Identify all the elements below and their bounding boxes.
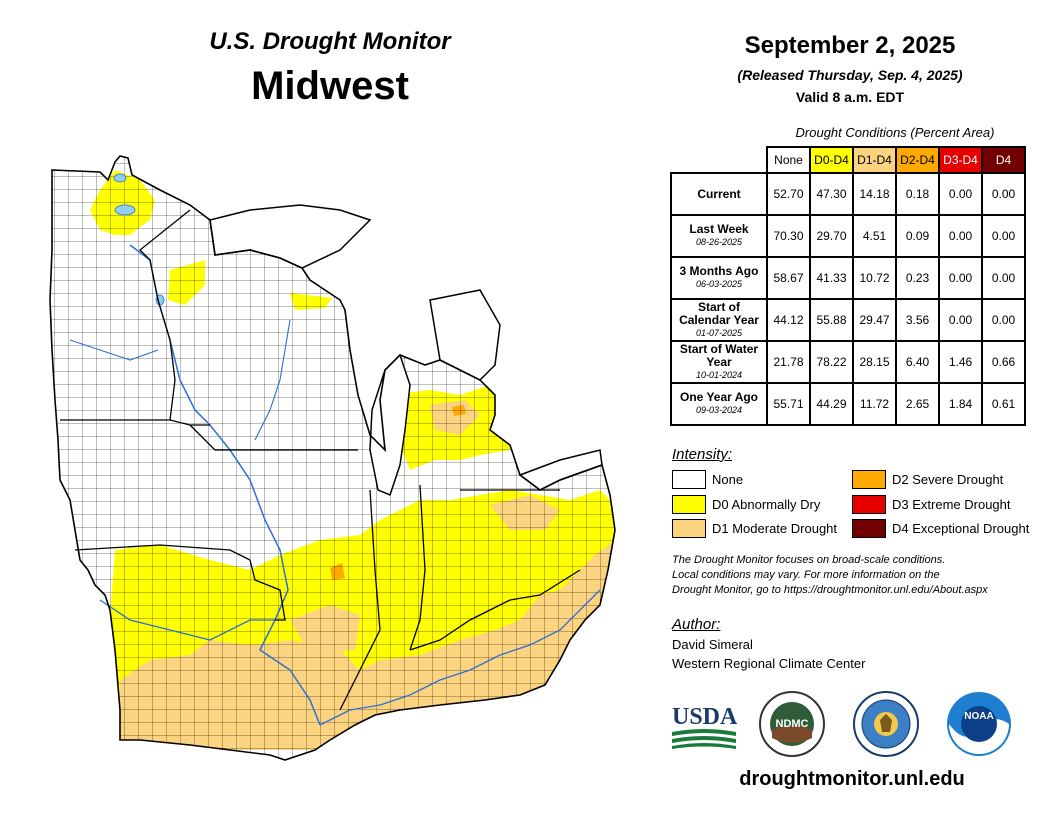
row-label-one-year-ago: One Year Ago 09-03-2024 (670, 382, 768, 426)
lake-red (114, 204, 136, 216)
table-row: One Year Ago 09-03-2024 55.71 44.29 11.72… (670, 382, 1026, 426)
ndmc-logo: NDMC (758, 690, 826, 758)
legend-item-d0: D0 Abnormally Dry (672, 495, 820, 514)
table-cell: 0.00 (938, 298, 983, 342)
table-cell: 2.65 (895, 382, 940, 426)
table-cell: 4.51 (852, 214, 897, 258)
legend-swatch (852, 470, 886, 489)
svg-text:USDA: USDA (672, 704, 738, 730)
missouri-river (99, 599, 275, 641)
row-label-current: Current (670, 172, 768, 216)
table-cell: 21.78 (766, 340, 811, 384)
legend-swatch (852, 495, 886, 514)
row-label-last-week: Last Week 08-26-2025 (670, 214, 768, 258)
table-cell: 10.72 (852, 256, 897, 300)
doc-seal-logo (852, 690, 920, 758)
table-cell: 0.61 (981, 382, 1026, 426)
legend-item-d1: D1 Moderate Drought (672, 519, 837, 538)
table-cell: 44.12 (766, 298, 811, 342)
table-row: Start of Water Year 10-01-2024 21.78 78.2… (670, 340, 1026, 384)
table-cell: 1.46 (938, 340, 983, 384)
noaa-logo: NOAA (945, 690, 1013, 758)
product-title: U.S. Drought Monitor (209, 28, 451, 55)
minnesota-river (69, 339, 159, 361)
author-name: David Simeral (672, 637, 753, 652)
legend-swatch (672, 519, 706, 538)
table-cell: 29.47 (852, 298, 897, 342)
table-cell: 0.00 (938, 256, 983, 300)
table-cell: 3.56 (895, 298, 940, 342)
table-cell: 78.22 (809, 340, 854, 384)
drought-conditions-table: None D0-D4 D1-D4 D2-D4 D3-D4 D4 Current … (670, 146, 1026, 426)
table-cell: 0.00 (938, 214, 983, 258)
table-row: Current 52.70 47.30 14.18 0.18 0.00 0.00 (670, 172, 1026, 216)
table-cell: 1.84 (938, 382, 983, 426)
state-borders (60, 209, 581, 711)
table-cell: 41.33 (809, 256, 854, 300)
table-cell: 11.72 (852, 382, 897, 426)
table-row: Last Week 08-26-2025 70.30 29.70 4.51 0.0… (670, 214, 1026, 258)
ohio-river (319, 589, 601, 726)
table-row: 3 Months Ago 06-03-2025 58.67 41.33 10.72… (670, 256, 1026, 300)
region-title: Midwest (251, 64, 409, 108)
table-cell: 47.30 (809, 172, 854, 216)
table-cell: 0.00 (981, 298, 1026, 342)
table-cell: 0.18 (895, 172, 940, 216)
legend-item-d2: D2 Severe Drought (852, 470, 1003, 489)
legend-swatch (852, 519, 886, 538)
website-url: droughtmonitor.unl.edu (739, 768, 965, 790)
svg-text:NDMC: NDMC (776, 718, 809, 730)
legend-item-d4: D4 Exceptional Drought (852, 519, 1029, 538)
col-header-d0-d4: D0-D4 (809, 146, 854, 174)
table-cell: 0.66 (981, 340, 1026, 384)
col-header-d4: D4 (981, 146, 1026, 174)
legend-item-d3: D3 Extreme Drought (852, 495, 1011, 514)
legend-title: Intensity: (672, 446, 733, 463)
table-cell: 55.88 (809, 298, 854, 342)
wisconsin-river (254, 319, 291, 441)
col-header-d1-d4: D1-D4 (852, 146, 897, 174)
table-cell: 0.00 (981, 256, 1026, 300)
lake-of-the-woods (113, 173, 127, 183)
lake-michigan (369, 353, 411, 497)
table-cell: 0.00 (981, 214, 1026, 258)
row-label-start-of-calendar-year: Start of Calendar Year 01-07-2025 (670, 298, 768, 342)
col-header-d2-d4: D2-D4 (895, 146, 940, 174)
table-cell: 14.18 (852, 172, 897, 216)
map-date: September 2, 2025 (744, 32, 956, 59)
col-header-none: None (766, 146, 811, 174)
table-cell: 44.29 (809, 382, 854, 426)
table-cell: 0.23 (895, 256, 940, 300)
region-outline (49, 155, 616, 761)
legend-swatch (672, 470, 706, 489)
table-row: Start of Calendar Year 01-07-2025 44.12 5… (670, 298, 1026, 342)
table-cell: 55.71 (766, 382, 811, 426)
row-label-start-of-water-year: Start of Water Year 10-01-2024 (670, 340, 768, 384)
legend-swatch (672, 495, 706, 514)
disclaimer-note: The Drought Monitor focuses on broad-sca… (672, 554, 988, 596)
table-cell: 58.67 (766, 256, 811, 300)
usda-logo: USDA (670, 700, 738, 750)
valid-time: Valid 8 a.m. EDT (795, 89, 905, 105)
table-cell: 52.70 (766, 172, 811, 216)
svg-text:NOAA: NOAA (964, 711, 993, 722)
row-label-3-months-ago: 3 Months Ago 06-03-2025 (670, 256, 768, 300)
table-cell: 70.30 (766, 214, 811, 258)
legend-item-none: None (672, 470, 743, 489)
author-title: Author: (672, 616, 721, 633)
table-cell: 0.00 (938, 172, 983, 216)
table-caption: Drought Conditions (Percent Area) (795, 125, 995, 140)
author-org: Western Regional Climate Center (672, 656, 866, 671)
col-header-d3-d4: D3-D4 (938, 146, 983, 174)
table-cell: 28.15 (852, 340, 897, 384)
table-cell: 29.70 (809, 214, 854, 258)
table-header-row: None D0-D4 D1-D4 D2-D4 D3-D4 D4 (671, 146, 1026, 174)
midwest-drought-map (40, 150, 640, 770)
table-cell: 0.00 (981, 172, 1026, 216)
release-date: (Released Thursday, Sep. 4, 2025) (737, 67, 963, 83)
table-cell: 6.40 (895, 340, 940, 384)
table-cell: 0.09 (895, 214, 940, 258)
